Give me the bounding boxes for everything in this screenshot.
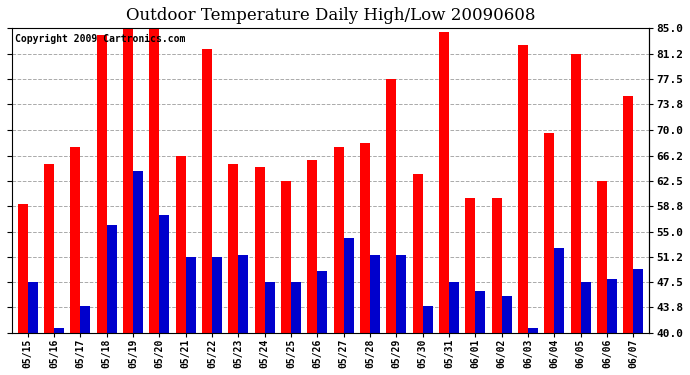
Bar [159,214,169,333]
Bar [623,96,633,333]
Bar [265,282,275,333]
Bar [291,282,301,333]
Bar [413,174,423,333]
Bar [281,181,291,333]
Bar [149,28,159,333]
Bar [396,255,406,333]
Bar [544,133,554,333]
Bar [202,49,212,333]
Bar [317,271,327,333]
Bar [107,225,117,333]
Bar [386,79,396,333]
Bar [360,144,370,333]
Bar [307,160,317,333]
Bar [334,147,344,333]
Bar [633,269,643,333]
Bar [80,306,90,333]
Bar [212,257,222,333]
Bar [344,238,354,333]
Bar [370,255,380,333]
Bar [123,28,133,333]
Bar [133,171,143,333]
Bar [70,147,80,333]
Bar [176,156,186,333]
Bar [475,291,485,333]
Bar [423,306,433,333]
Bar [492,198,502,333]
Bar [228,164,238,333]
Bar [54,328,64,333]
Bar [571,54,581,333]
Bar [449,282,459,333]
Bar [18,204,28,333]
Text: Copyright 2009 Cartronics.com: Copyright 2009 Cartronics.com [15,34,186,44]
Bar [465,198,475,333]
Bar [97,35,107,333]
Bar [518,45,528,333]
Bar [186,257,196,333]
Bar [439,32,449,333]
Bar [607,279,617,333]
Bar [28,282,38,333]
Bar [581,282,591,333]
Bar [597,181,607,333]
Bar [238,255,248,333]
Bar [502,296,512,333]
Bar [554,249,564,333]
Bar [255,167,265,333]
Bar [528,328,538,333]
Bar [44,164,54,333]
Title: Outdoor Temperature Daily High/Low 20090608: Outdoor Temperature Daily High/Low 20090… [126,7,535,24]
